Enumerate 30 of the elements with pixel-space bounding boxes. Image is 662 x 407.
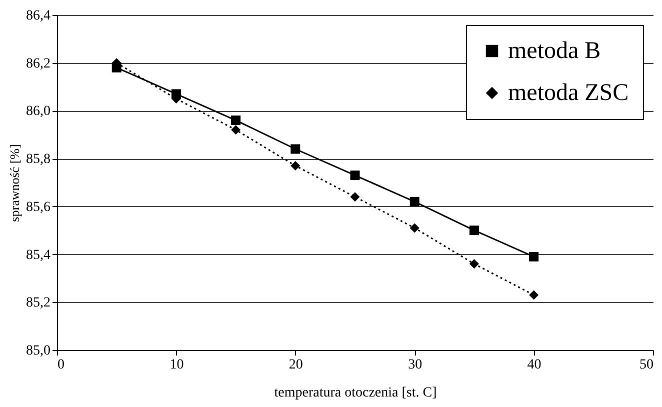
x-tick-label: 0 <box>58 358 64 372</box>
legend-label: metoda ZSC <box>508 80 629 106</box>
y-tick-label: 86,0 <box>26 104 50 120</box>
x-tick-label: 40 <box>527 358 542 372</box>
point <box>231 116 241 126</box>
point <box>231 125 241 135</box>
point <box>469 226 479 236</box>
y-tick-label: 86,4 <box>26 8 50 24</box>
y-tick-label: 85,8 <box>26 152 50 168</box>
x-tick-label: 30 <box>408 358 422 372</box>
y-tick-label: 85,2 <box>26 296 50 311</box>
point <box>410 223 420 233</box>
y-axis-title: sprawność [%] <box>7 144 22 222</box>
x-axis-title: temperatura otoczenia [st. C] <box>274 386 437 400</box>
point <box>290 161 300 170</box>
y-tick-label: 85,4 <box>26 248 50 263</box>
y-tick-label: 85,0 <box>26 344 50 358</box>
legend-label: metoda B <box>508 38 601 64</box>
x-tick-label: 50 <box>640 358 654 372</box>
point <box>350 192 360 202</box>
x-tick-label: 10 <box>170 358 184 372</box>
point <box>410 196 420 206</box>
point <box>350 170 360 180</box>
point <box>290 144 300 154</box>
y-tick-label: 86,2 <box>26 56 50 72</box>
point <box>529 252 539 262</box>
x-tick-label: 20 <box>288 358 303 372</box>
point <box>469 259 479 269</box>
point <box>529 290 539 300</box>
y-tick-label: 85,6 <box>26 200 50 215</box>
